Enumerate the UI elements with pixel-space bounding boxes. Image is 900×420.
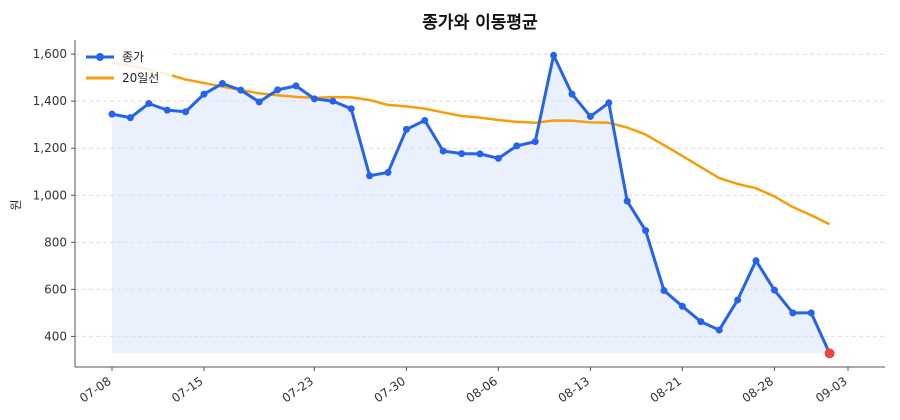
x-tick-label: 07-23 <box>280 374 317 405</box>
y-axis-title: 원 <box>9 199 23 210</box>
y-tick-label: 1,600 <box>33 47 67 61</box>
close-point <box>255 98 263 106</box>
series-points <box>108 51 835 359</box>
close-point <box>384 168 392 176</box>
close-point <box>108 110 116 118</box>
close-point <box>310 95 318 103</box>
close-point <box>163 106 171 114</box>
x-tick-label: 08-28 <box>740 374 777 405</box>
close-point <box>292 82 300 90</box>
close-point <box>660 287 668 295</box>
close-point <box>697 318 705 326</box>
close-point <box>586 112 594 120</box>
close-point <box>237 86 245 94</box>
close-point <box>366 172 374 180</box>
last-close-point <box>824 348 835 359</box>
chart-title: 종가와 이동평균 <box>422 13 538 33</box>
close-point <box>458 150 466 158</box>
close-point <box>494 154 502 162</box>
x-tick-label: 08-21 <box>648 374 685 405</box>
y-tick-label: 800 <box>44 235 67 249</box>
legend: 종가 20일선 <box>80 44 172 90</box>
close-point <box>421 116 429 124</box>
close-point <box>476 150 484 158</box>
close-point <box>550 51 558 59</box>
y-tick-label: 1,000 <box>33 188 67 202</box>
x-tick-label: 09-03 <box>813 374 850 405</box>
close-point <box>145 100 153 108</box>
area-fill <box>112 55 830 354</box>
close-point <box>274 86 282 94</box>
close-point <box>218 80 226 88</box>
close-point <box>770 286 778 294</box>
close-point <box>531 138 539 146</box>
close-area <box>112 55 830 354</box>
close-point <box>678 302 686 310</box>
legend-marker-close <box>96 53 104 61</box>
x-tick-label: 07-30 <box>372 374 409 405</box>
close-point <box>347 105 355 113</box>
series-lines <box>111 53 831 354</box>
y-tick-label: 600 <box>44 282 67 296</box>
close-point <box>402 125 410 133</box>
x-tick-label: 07-15 <box>169 374 206 405</box>
y-tick-label: 400 <box>44 329 67 343</box>
y-tick-label: 1,400 <box>33 94 67 108</box>
close-point <box>513 142 521 150</box>
x-tick-label: 08-06 <box>464 374 501 405</box>
close-point <box>715 326 723 334</box>
close-point <box>439 147 447 155</box>
close-point <box>329 97 337 105</box>
close-point <box>752 257 760 265</box>
close-point <box>126 114 134 122</box>
close-point <box>182 108 190 116</box>
close-point <box>734 296 742 304</box>
close-point <box>807 309 815 317</box>
close-point <box>568 90 576 98</box>
close-point <box>200 90 208 98</box>
close-point <box>642 227 650 235</box>
close-line <box>111 53 831 354</box>
legend-label-close: 종가 <box>122 50 144 64</box>
x-tick-label: 08-13 <box>556 374 593 405</box>
close-point <box>623 197 631 205</box>
legend-label-ma20: 20일선 <box>122 71 159 85</box>
x-tick-label: 07-08 <box>77 374 114 405</box>
close-point <box>789 309 797 317</box>
close-point <box>605 99 613 107</box>
y-tick-label: 1,200 <box>33 141 67 155</box>
